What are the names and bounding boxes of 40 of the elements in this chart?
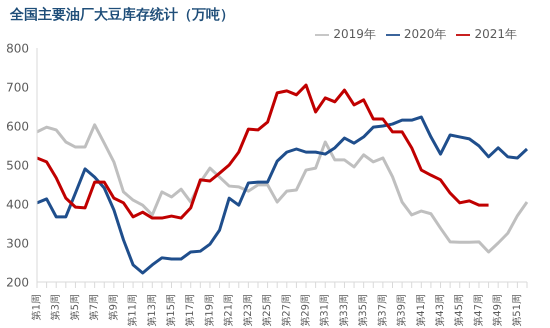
x-tick-label: 第39周 [396, 294, 408, 327]
x-tick-label: 第5周 [68, 294, 81, 320]
y-tick-label: 300 [6, 236, 29, 250]
x-tick-label: 第11周 [126, 294, 139, 327]
x-tick-label: 第21周 [222, 294, 235, 327]
x-tick-label: 第23周 [242, 294, 254, 327]
x-tick-label: 第17周 [184, 294, 196, 327]
line-series [36, 116, 528, 275]
y-tick-label: 200 [6, 275, 29, 290]
x-tick-label: 第15周 [165, 294, 178, 327]
y-tick-label: 800 [6, 41, 29, 56]
x-tick-label: 第45周 [453, 294, 466, 327]
x-tick-label: 第37周 [376, 294, 388, 327]
line-series [36, 84, 490, 220]
x-tick-label: 第35周 [357, 294, 370, 327]
y-tick-label: 400 [6, 197, 29, 212]
x-tick-label: 第27周 [280, 294, 292, 327]
x-tick-label: 第7周 [88, 294, 100, 320]
x-tick-label: 第25周 [261, 294, 274, 327]
x-tick-label: 第47周 [472, 294, 484, 327]
x-tick-label: 第3周 [50, 294, 62, 320]
x-tick-label: 第33周 [338, 294, 350, 327]
x-tick-label: 第1周 [30, 294, 42, 320]
y-tick-label: 600 [6, 119, 29, 134]
line-series [36, 123, 528, 254]
x-tick-label: 第41周 [414, 294, 427, 327]
chart-title: 全国主要油厂大豆库存统计（万吨） [10, 6, 234, 24]
y-tick-label: 500 [6, 158, 29, 172]
y-tick-label: 700 [6, 80, 29, 94]
x-tick-label: 第13周 [146, 294, 158, 327]
x-tick-label: 第19周 [203, 294, 216, 327]
x-tick-label: 第9周 [107, 294, 120, 320]
x-tick-label: 第43周 [434, 294, 446, 327]
legend-label: 2021年 [474, 27, 517, 41]
x-tick-label: 第49周 [492, 294, 504, 327]
x-tick-label: 第31周 [318, 294, 331, 327]
x-tick-label: 第29周 [300, 294, 312, 327]
legend-label: 2019年 [333, 27, 376, 41]
legend-label: 2020年 [404, 27, 446, 41]
x-tick-label: 第51周 [510, 294, 523, 327]
